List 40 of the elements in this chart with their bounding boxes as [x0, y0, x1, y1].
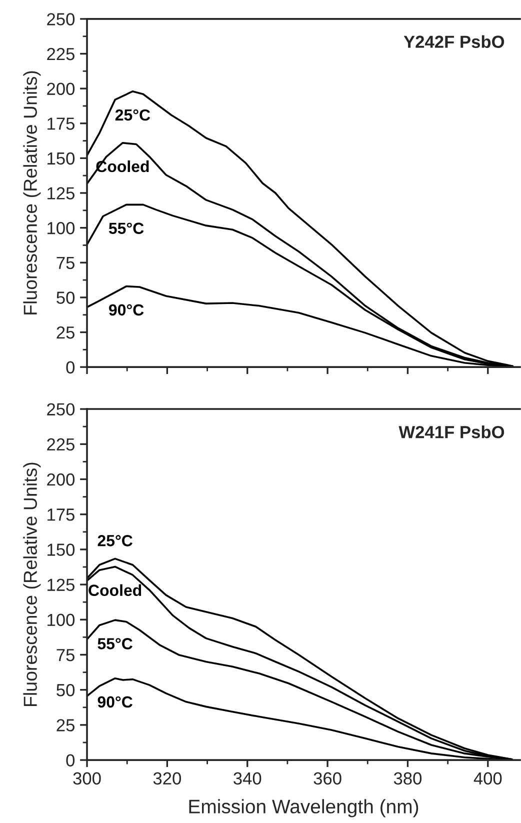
x-axis-title: Emission Wavelength (nm)	[189, 799, 418, 818]
x-tick-label: 400	[474, 772, 502, 785]
series-label: 55°C	[108, 222, 144, 234]
series-label: 25°C	[115, 109, 150, 121]
y-tick-label: 250	[47, 403, 75, 416]
y-tick-label: 125	[48, 187, 74, 200]
y-tick-label: 25	[56, 326, 74, 339]
y-tick-label: 75	[56, 256, 74, 270]
y-tick-label: 0	[66, 754, 75, 766]
y-tick-label: 200	[47, 473, 75, 486]
x-tick-label: 300	[73, 772, 101, 785]
y-tick-label: 175	[48, 508, 74, 521]
y-tick-label: 200	[47, 82, 75, 96]
y-tick-label: 50	[56, 684, 75, 696]
y-tick-label: 0	[66, 361, 75, 374]
x-tick-label: 360	[314, 772, 342, 785]
y-tick-label: 100	[48, 222, 75, 234]
series-label: 55°C	[98, 638, 132, 650]
y-tick-label: 100	[48, 614, 75, 626]
series-label: Cooled	[88, 584, 142, 596]
y-tick-label: 225	[47, 438, 74, 451]
x-tick-label: 340	[234, 772, 262, 785]
y-tick-label: 175	[48, 118, 74, 130]
text: Y242F PsbO	[404, 35, 504, 48]
y-axis-title: Fluorescence (Relative Units)	[23, 462, 41, 706]
y-tick-label: 75	[56, 649, 74, 662]
y-tick-label: 250	[47, 13, 75, 26]
y-tick-label: 50	[56, 292, 75, 304]
y-tick-label: 225	[47, 48, 74, 60]
series-label: 90°C	[109, 304, 144, 316]
series-label: 25°C	[98, 535, 132, 546]
y-tick-label: 25	[56, 719, 74, 732]
y-tick-label: 150	[48, 544, 75, 556]
y-axis-title: Fluorescence (Relative Units)	[23, 71, 41, 314]
y-tick-label: 125	[48, 578, 74, 591]
y-tick-label: 150	[48, 152, 75, 165]
series-label: 90°C	[98, 696, 132, 708]
text: W241F PsbO	[398, 426, 504, 438]
x-tick-label: 320	[153, 772, 181, 785]
x-tick-label: 380	[394, 772, 422, 785]
